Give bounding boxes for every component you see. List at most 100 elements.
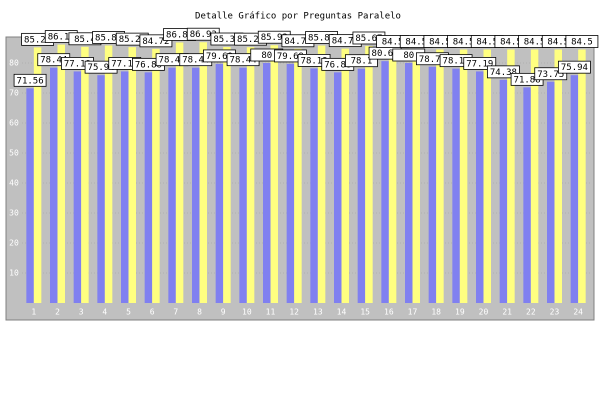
- bar: [168, 67, 176, 304]
- bar: [263, 63, 271, 303]
- bar: [57, 44, 65, 304]
- bar: [365, 45, 373, 304]
- bar: [507, 49, 515, 303]
- value-label: 75.94: [558, 60, 591, 74]
- value-label-text: 84.5: [524, 38, 546, 48]
- x-tick-label: 17: [408, 308, 418, 317]
- x-tick-label: 15: [360, 308, 370, 317]
- bar: [175, 42, 184, 303]
- x-tick-label: 13: [313, 308, 323, 317]
- bar: [270, 45, 278, 304]
- value-label-text: 75.94: [561, 63, 588, 73]
- value-label-text: 85.84: [95, 33, 122, 43]
- value-label-text: 77.19: [466, 59, 493, 69]
- bar: [104, 45, 113, 303]
- value-label-text: 76.88: [324, 60, 351, 70]
- x-tick-label: 11: [266, 308, 276, 317]
- value-label-text: 78.44: [182, 56, 209, 66]
- x-tick-label: 14: [337, 308, 347, 317]
- value-label-box: [558, 60, 591, 74]
- value-label-text: 84.5: [547, 38, 569, 48]
- bar: [428, 66, 437, 303]
- x-tick-label: 1: [31, 308, 36, 317]
- bar: [388, 49, 397, 303]
- value-label-text: 78.1: [351, 57, 373, 67]
- value-label-text: 84.72: [142, 37, 169, 47]
- value-label-text: 86.84: [166, 30, 193, 40]
- x-tick-label: 8: [197, 308, 202, 317]
- value-label-text: 85.29: [119, 35, 146, 45]
- bar: [81, 46, 89, 304]
- x-tick-label: 4: [102, 308, 107, 317]
- value-label-text: 84.5: [571, 38, 593, 48]
- value-label-text: 76.88: [135, 60, 162, 70]
- x-tick-label: 20: [479, 308, 489, 317]
- value-label-text: 80: [261, 51, 272, 61]
- bar: [547, 81, 555, 303]
- bar: [317, 45, 326, 303]
- value-label-box: [565, 35, 599, 48]
- bar: [570, 75, 579, 304]
- x-tick-label: 22: [526, 308, 536, 317]
- bar: [334, 72, 342, 303]
- value-label: 84.5: [565, 35, 599, 48]
- bar: [152, 48, 160, 304]
- value-label-text: 78.19: [301, 56, 328, 66]
- value-label-text: 78.12: [443, 57, 470, 67]
- chart-title: Detalle Gráfico por Preguntas Paralelo: [195, 12, 401, 22]
- x-tick-label: 12: [289, 308, 299, 317]
- value-label-text: 84.5: [500, 38, 522, 48]
- bar: [554, 49, 562, 303]
- bar: [128, 47, 136, 303]
- value-label-text: 85.21: [24, 35, 51, 45]
- value-label-text: 75.94: [88, 63, 115, 73]
- bar: [310, 68, 318, 304]
- bar: [483, 49, 491, 303]
- x-tick-label: 24: [573, 308, 583, 317]
- value-label-text: 85.28: [237, 35, 264, 45]
- value-label-text: 79.69: [206, 52, 233, 62]
- value-label-text: 84.5: [405, 38, 427, 48]
- x-tick-label: 5: [126, 308, 131, 317]
- bar: [33, 47, 42, 304]
- y-tick-label: 40: [9, 179, 19, 188]
- bar: [381, 61, 389, 303]
- value-label-text: 80: [403, 51, 414, 61]
- x-tick-label: 7: [173, 308, 178, 317]
- bar: [405, 63, 413, 303]
- value-label-text: 71.56: [17, 76, 44, 86]
- value-label-text: 86.14: [48, 33, 75, 43]
- value-label-text: 78.44: [40, 56, 67, 66]
- y-tick-label: 50: [9, 149, 19, 158]
- y-tick-label: 10: [9, 269, 19, 278]
- bar: [239, 67, 247, 304]
- bar: [97, 75, 105, 304]
- value-label-text: 74.38: [490, 68, 517, 78]
- value-label-text: 77.19: [64, 59, 91, 69]
- y-tick-label: 80: [9, 59, 19, 68]
- x-tick-label: 9: [221, 308, 226, 317]
- x-tick-label: 16: [384, 308, 394, 317]
- value-label-text: 71.88: [514, 75, 541, 85]
- bar: [530, 49, 539, 303]
- value-label-text: 77.19: [111, 59, 138, 69]
- bar: [459, 49, 468, 303]
- bar: [412, 49, 420, 303]
- value-label-text: 78.75: [419, 55, 446, 65]
- x-tick-label: 6: [150, 308, 155, 317]
- value-label-text: 84.5: [476, 38, 498, 48]
- bar: [357, 68, 366, 303]
- value-label: 71.56: [13, 73, 47, 87]
- bar: [436, 49, 444, 303]
- bar: [341, 48, 349, 303]
- value-label-text: 85.83: [308, 34, 335, 44]
- value-label-text: 85.93: [261, 33, 288, 43]
- value-label-text: 84.5: [382, 38, 404, 48]
- bar: [476, 71, 484, 304]
- value-label-text: 73.75: [537, 70, 564, 80]
- y-tick-label: 60: [9, 119, 19, 128]
- bar: [578, 49, 586, 303]
- value-label-text: 84.5: [453, 38, 475, 48]
- bar: [286, 63, 295, 304]
